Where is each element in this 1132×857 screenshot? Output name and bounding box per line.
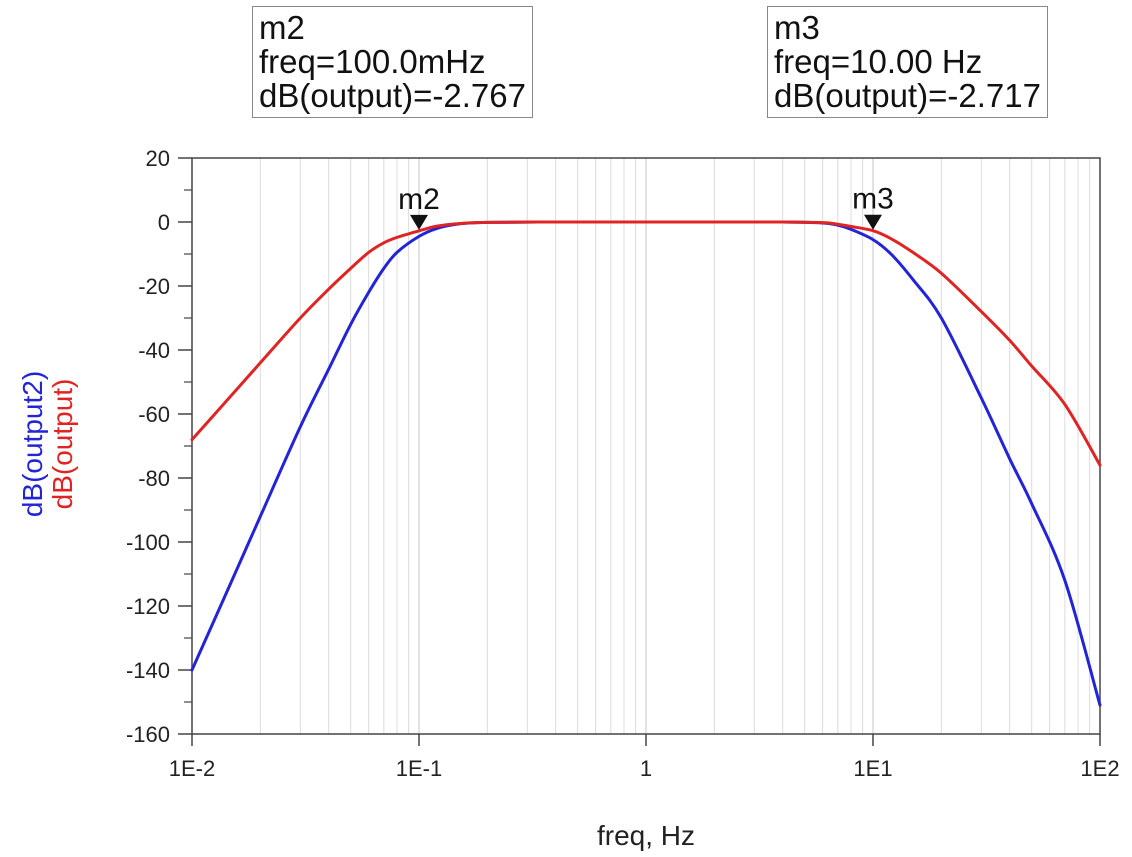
y-tick-label: -80 [138, 466, 170, 491]
plot-grid [191, 158, 1101, 734]
marker-readout-m3: m3 freq=10.00 Hz dB(output)=-2.717 [767, 6, 1048, 118]
axis-ticks: 20 0 -20 -40 -60 -80 -100 -120 -140 -160 1E-2 1E-1 1… [126, 146, 1120, 781]
x-tick-label: 1E-1 [396, 756, 442, 781]
marker-label-m2: m2 [398, 183, 440, 216]
series-lines [190, 220, 1102, 707]
y-tick-label: 20 [146, 146, 170, 171]
marker-readout-name: m3 [774, 9, 820, 46]
y-tick-label: -40 [138, 338, 170, 363]
marker-readout-freq: freq=10.00 Hz [774, 43, 983, 80]
marker-symbols: m2 m3 [398, 183, 894, 230]
y-tick-label: -140 [126, 658, 170, 683]
x-tick-label: 1E2 [1080, 756, 1119, 781]
marker-readout-freq: freq=100.0mHz [259, 43, 486, 80]
y-tick-label: -20 [138, 274, 170, 299]
y-axis-title-output2: dB(output2) [17, 371, 48, 517]
marker-triangle-m3 [864, 214, 882, 230]
x-tick-label: 1 [640, 756, 652, 781]
y-axis-title-output: dB(output) [47, 379, 78, 510]
marker-readout-value: dB(output)=-2.767 [259, 77, 526, 114]
x-tick-label: 1E-2 [169, 756, 215, 781]
marker-readout-value: dB(output)=-2.717 [774, 77, 1041, 114]
y-tick-label: -60 [138, 402, 170, 427]
x-tick-label: 1E1 [853, 756, 892, 781]
y-tick-label: -160 [126, 722, 170, 747]
series-line-db-output [190, 220, 1102, 467]
marker-readout-name: m2 [259, 9, 305, 46]
y-tick-label: 0 [158, 210, 170, 235]
marker-label-m3: m3 [852, 183, 894, 216]
marker-triangle-m2 [410, 214, 428, 230]
marker-readout-m2: m2 freq=100.0mHz dB(output)=-2.767 [252, 6, 533, 118]
x-axis-title: freq, Hz [597, 820, 695, 851]
y-tick-label: -100 [126, 530, 170, 555]
y-tick-label: -120 [126, 594, 170, 619]
